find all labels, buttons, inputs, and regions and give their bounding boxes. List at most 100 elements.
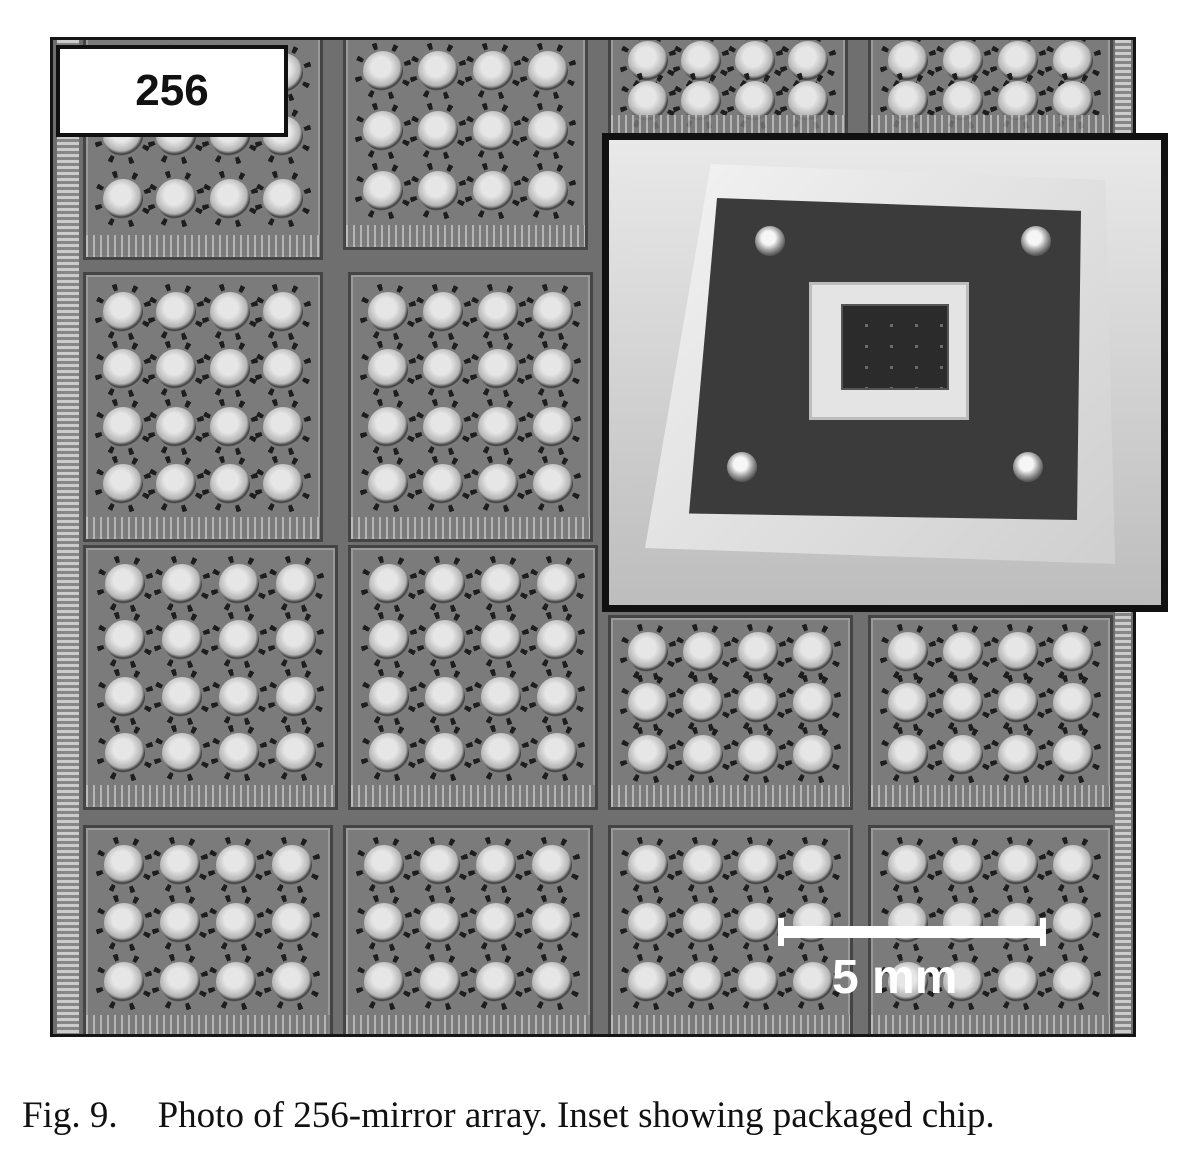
micro-mirror xyxy=(788,81,829,121)
micro-mirror xyxy=(681,81,722,121)
micro-mirror xyxy=(216,903,256,944)
tile-bond-pads xyxy=(351,517,590,539)
micro-mirror xyxy=(418,51,459,91)
tile-bond-pads xyxy=(86,235,320,257)
micro-mirror xyxy=(425,564,465,605)
mirror-grid xyxy=(621,836,840,1011)
micro-mirror xyxy=(369,732,409,773)
micro-mirror xyxy=(628,845,669,886)
micro-mirror xyxy=(1052,81,1093,121)
micro-mirror xyxy=(537,564,577,605)
micro-mirror xyxy=(219,564,260,605)
micro-mirror xyxy=(425,676,465,717)
micro-mirror xyxy=(420,903,460,944)
micro-mirror xyxy=(1052,903,1093,944)
micro-mirror xyxy=(156,349,197,390)
micro-mirror xyxy=(423,349,464,390)
mirror-grid xyxy=(96,836,320,1011)
mirror-tile xyxy=(343,825,593,1034)
micro-mirror xyxy=(997,683,1038,724)
micro-mirror xyxy=(263,349,304,390)
micro-mirror xyxy=(737,845,778,886)
micro-mirror xyxy=(418,171,459,211)
micro-mirror xyxy=(423,406,464,447)
caption-figure-number: Fig. 9. xyxy=(22,1095,118,1136)
micro-mirror xyxy=(209,291,250,332)
micro-mirror xyxy=(160,961,200,1002)
micro-mirror xyxy=(276,732,317,773)
micro-mirror xyxy=(888,631,929,672)
micro-mirror xyxy=(683,735,724,776)
micro-mirror xyxy=(997,735,1038,776)
micro-mirror xyxy=(102,291,143,332)
micro-mirror xyxy=(219,620,260,661)
micro-mirror xyxy=(792,683,833,724)
micro-mirror xyxy=(532,349,573,390)
left-bond-pad-strip xyxy=(57,40,79,1034)
micro-mirror xyxy=(102,179,143,220)
micro-mirror xyxy=(683,903,724,944)
mirror-tile xyxy=(343,40,588,250)
micro-mirror xyxy=(997,961,1038,1002)
figure-caption: Fig. 9. Photo of 256-mirror array. Inset … xyxy=(22,1094,995,1137)
screw-top-left xyxy=(755,226,785,256)
micro-mirror xyxy=(369,564,409,605)
micro-mirror xyxy=(628,735,669,776)
mirror-tile xyxy=(348,272,593,542)
micro-mirror xyxy=(481,732,521,773)
array-count-label: 256 xyxy=(56,45,288,137)
micro-mirror xyxy=(997,845,1038,886)
mirror-grid xyxy=(96,556,325,781)
micro-mirror xyxy=(425,620,465,661)
micro-mirror xyxy=(792,961,833,1002)
micro-mirror xyxy=(364,961,404,1002)
micro-mirror xyxy=(627,81,668,121)
micro-mirror xyxy=(161,620,202,661)
micro-mirror xyxy=(527,51,568,91)
mirror-tile xyxy=(83,545,338,810)
mirror-grid xyxy=(356,41,575,221)
micro-mirror xyxy=(1052,961,1093,1002)
micro-mirror xyxy=(420,961,460,1002)
chip-die xyxy=(841,304,949,390)
micro-mirror xyxy=(209,179,250,220)
micro-mirror xyxy=(104,620,145,661)
micro-mirror xyxy=(476,961,516,1002)
micro-mirror xyxy=(532,903,572,944)
mirror-tile xyxy=(608,615,853,810)
micro-mirror xyxy=(420,845,460,886)
micro-mirror xyxy=(532,845,572,886)
micro-mirror xyxy=(363,171,404,211)
tile-bond-pads xyxy=(611,785,850,807)
micro-mirror xyxy=(472,171,513,211)
packaged-chip-inset xyxy=(602,133,1168,612)
micro-mirror xyxy=(628,961,669,1002)
micro-mirror xyxy=(477,291,518,332)
micro-mirror xyxy=(272,961,312,1002)
micro-mirror xyxy=(156,179,197,220)
tile-bond-pads xyxy=(871,785,1110,807)
micro-mirror xyxy=(683,845,724,886)
micro-mirror xyxy=(683,631,724,672)
micro-mirror xyxy=(527,111,568,151)
micro-mirror xyxy=(888,961,929,1002)
scale-bar xyxy=(778,918,1046,946)
mirror-grid xyxy=(621,41,835,121)
micro-mirror xyxy=(209,406,250,447)
micro-mirror xyxy=(369,676,409,717)
micro-mirror xyxy=(423,464,464,505)
micro-mirror xyxy=(628,903,669,944)
tile-bond-pads xyxy=(611,1015,850,1034)
micro-mirror xyxy=(363,111,404,151)
micro-mirror xyxy=(472,111,513,151)
micro-mirror xyxy=(156,291,197,332)
micro-mirror xyxy=(888,845,929,886)
micro-mirror xyxy=(368,291,409,332)
micro-mirror xyxy=(209,464,250,505)
micro-mirror xyxy=(363,51,404,91)
micro-mirror xyxy=(537,732,577,773)
micro-mirror xyxy=(272,903,312,944)
mirror-tile xyxy=(868,615,1113,810)
mirror-grid xyxy=(621,626,840,781)
micro-mirror xyxy=(216,845,256,886)
